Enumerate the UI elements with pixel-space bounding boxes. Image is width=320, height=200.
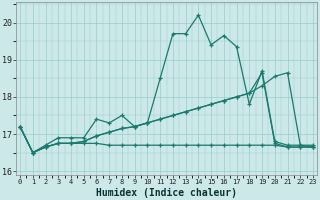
X-axis label: Humidex (Indice chaleur): Humidex (Indice chaleur) [96,188,237,198]
